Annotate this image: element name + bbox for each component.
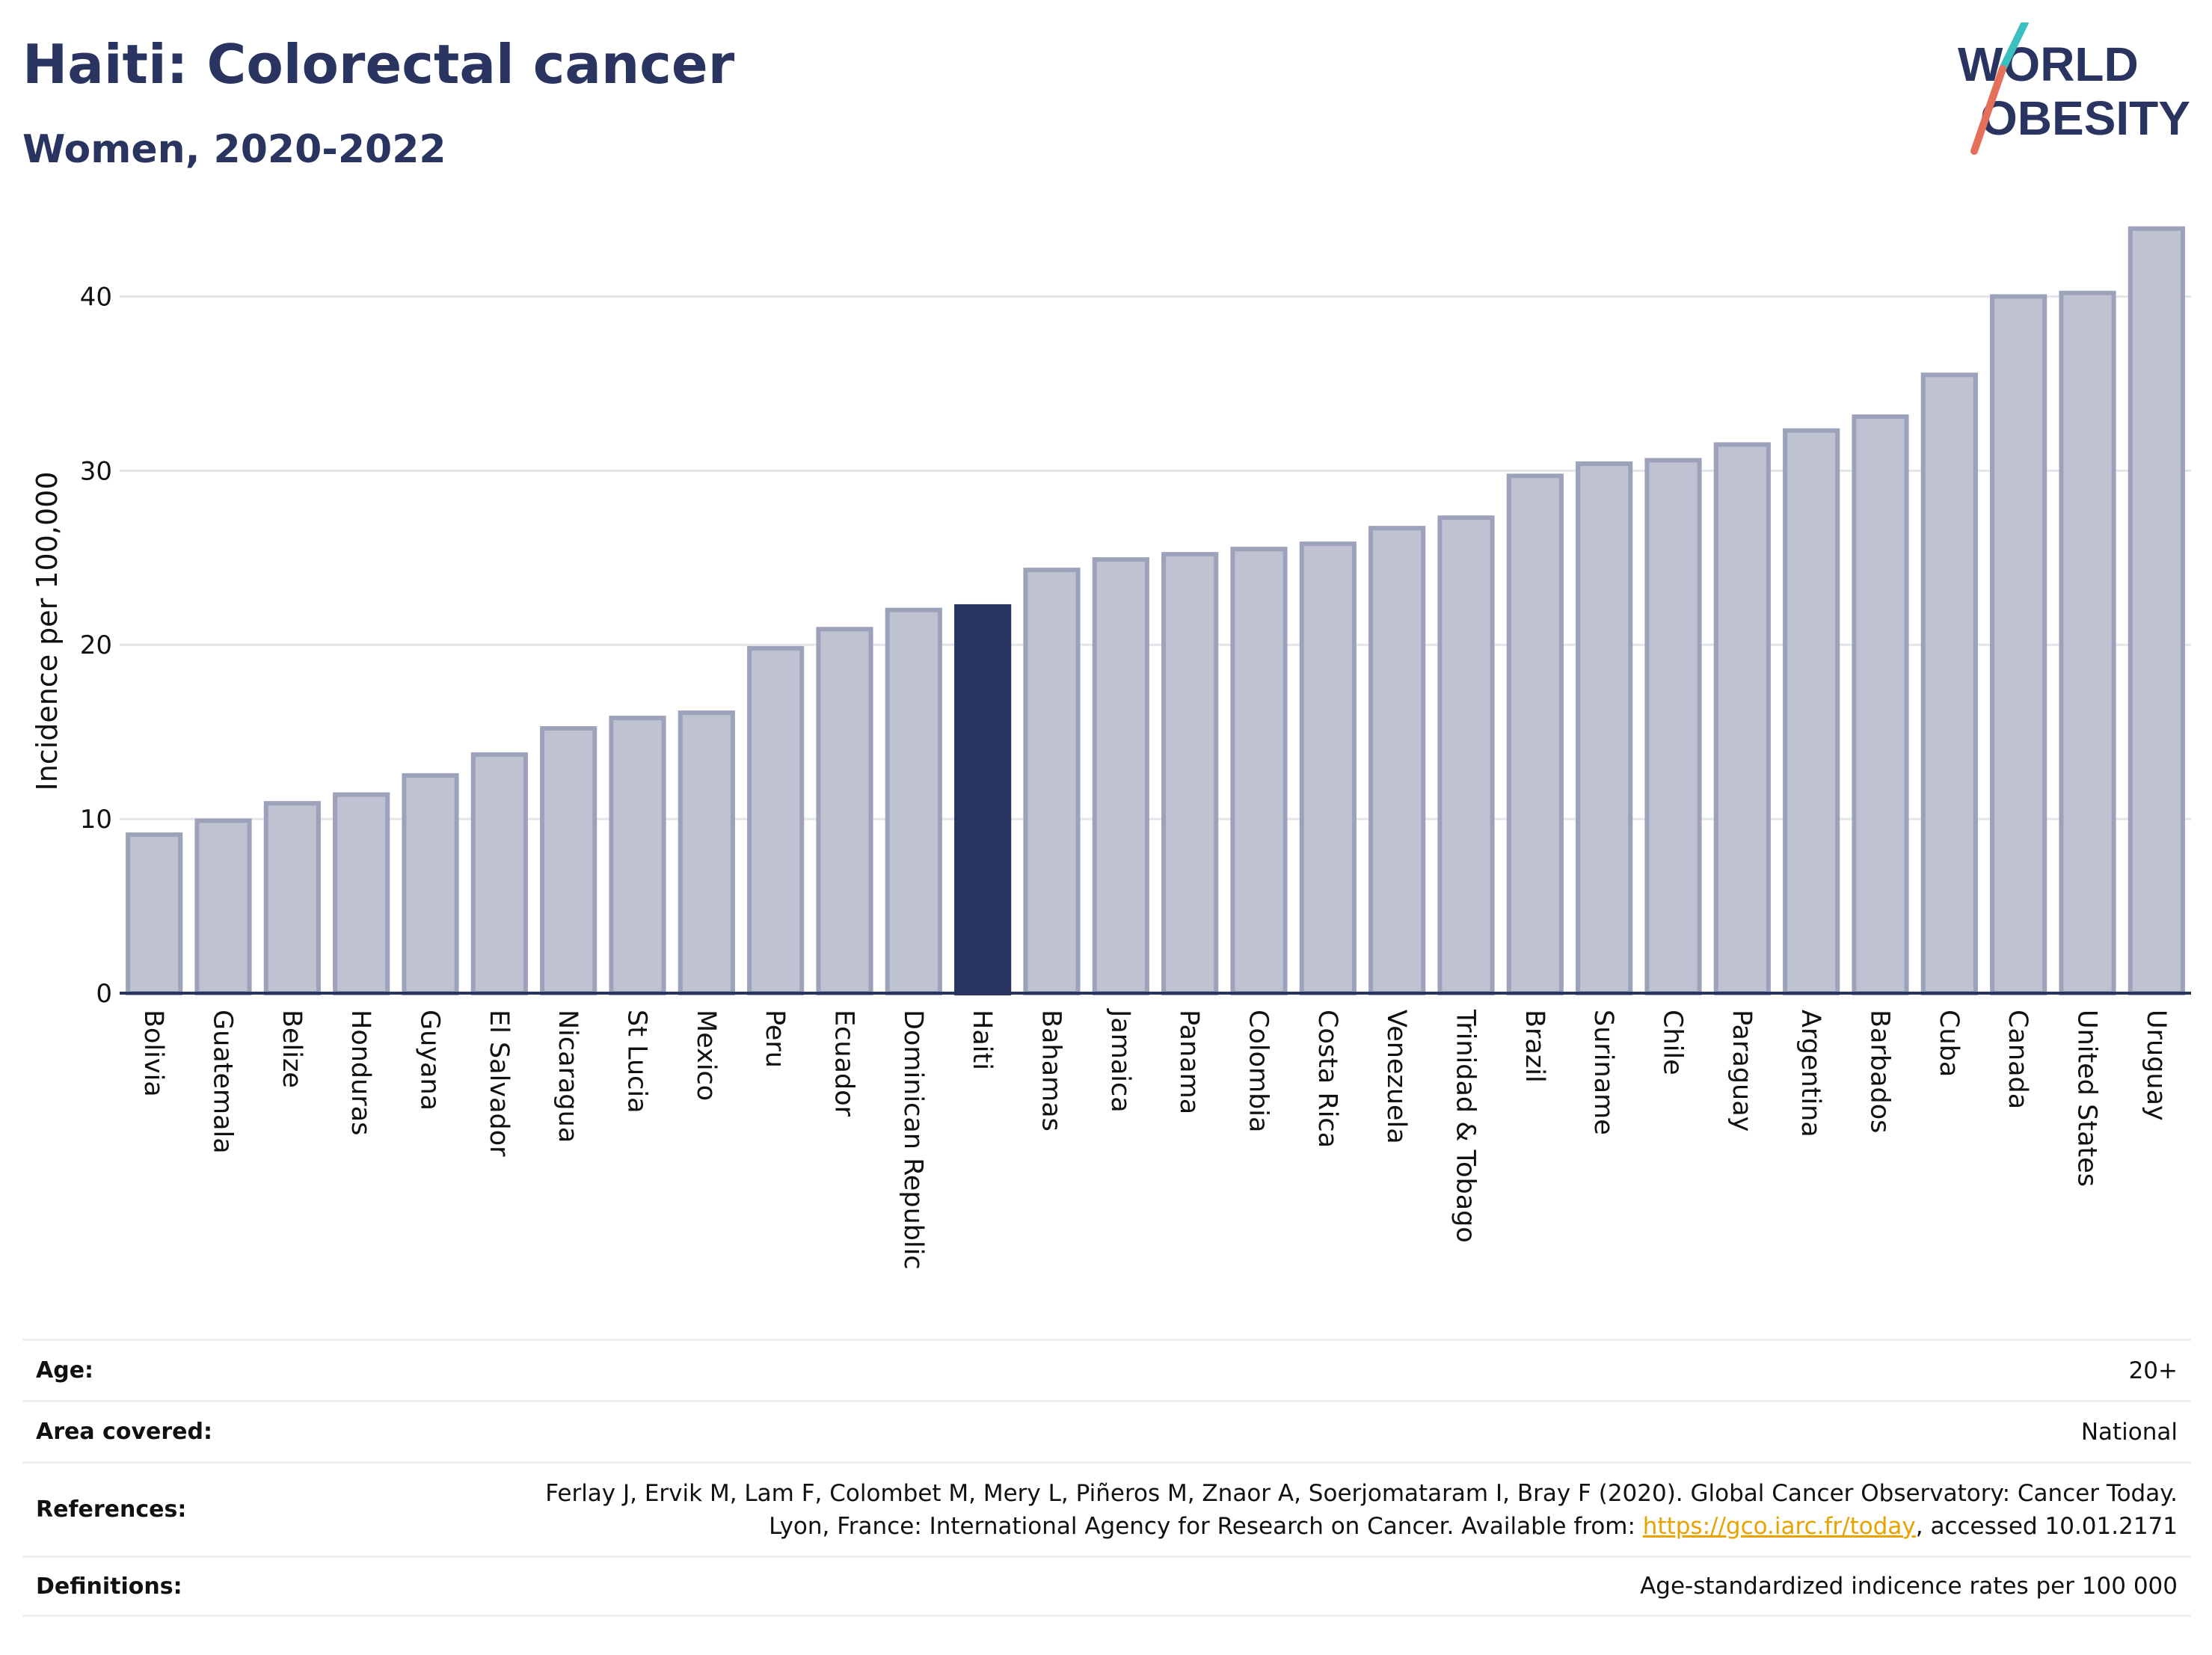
definitions-value: Age-standardized indicence rates per 100… xyxy=(1640,1573,2178,1600)
bar-colombia xyxy=(1230,547,1288,995)
x-tick-label: Belize xyxy=(277,1010,307,1088)
references-label: References: xyxy=(36,1496,187,1523)
x-tick-label: Barbados xyxy=(1865,1010,1895,1133)
logo-slash-teal xyxy=(1999,22,2029,73)
x-tick-label: Bahamas xyxy=(1036,1010,1066,1132)
bar-paraguay xyxy=(1713,442,1771,995)
bar-barbados xyxy=(1852,414,1909,995)
y-tick-label: 10 xyxy=(80,805,112,835)
bar-jamaica xyxy=(1092,557,1149,995)
bar-guyana xyxy=(402,773,459,996)
bar-uruguay xyxy=(2127,226,2185,995)
info-row-definitions: Definitions: Age-standardized indicence … xyxy=(22,1556,2191,1617)
age-label: Age: xyxy=(36,1357,94,1384)
x-tick-label: Uruguay xyxy=(2141,1010,2171,1121)
x-tick-label: Cuba xyxy=(1934,1010,1964,1077)
bar-dominican-republic xyxy=(885,607,942,995)
bar-st-lucia xyxy=(609,716,666,996)
references-text: Ferlay J, Ervik M, Lam F, Colombet M, Me… xyxy=(532,1477,2178,1543)
x-tick-label: Bolivia xyxy=(138,1010,168,1097)
definitions-label: Definitions: xyxy=(36,1573,182,1600)
info-row-age: Age: 20+ xyxy=(22,1339,2191,1400)
x-tick-label: United States xyxy=(2072,1010,2102,1187)
bar-belize xyxy=(263,801,321,996)
bar-bolivia xyxy=(126,832,183,996)
bar-haiti xyxy=(954,604,1012,995)
references-body: Ferlay J, Ervik M, Lam F, Colombet M, Me… xyxy=(545,1479,2178,1540)
x-tick-label: Guatemala xyxy=(208,1010,238,1154)
references-link[interactable]: https://gco.iarc.fr/today xyxy=(1642,1512,1916,1540)
x-tick-label: Panama xyxy=(1174,1010,1204,1114)
x-tick-label: Paraguay xyxy=(1727,1010,1757,1132)
bar-bahamas xyxy=(1023,568,1081,995)
bar-brazil xyxy=(1506,473,1564,995)
x-tick-label: Jamaica xyxy=(1105,1008,1135,1113)
x-tick-label: Canada xyxy=(2003,1010,2033,1109)
bar-argentina xyxy=(1783,428,1840,995)
bar-ecuador xyxy=(816,627,873,995)
bar-el-salvador xyxy=(470,752,528,995)
info-row-references: References: Ferlay J, Ervik M, Lam F, Co… xyxy=(22,1461,2191,1556)
bar-cuba xyxy=(1920,372,1978,995)
x-tick-label: Guyana xyxy=(415,1010,445,1111)
references-suffix: , accessed 10.01.2171 xyxy=(1915,1512,2178,1540)
x-tick-label: Brazil xyxy=(1520,1010,1549,1083)
bar-peru xyxy=(747,645,805,995)
area-label: Area covered: xyxy=(36,1419,212,1445)
bar-mexico xyxy=(678,710,735,995)
area-value: National xyxy=(2080,1418,2178,1446)
bar-venezuela xyxy=(1368,526,1426,995)
bar-chart: 0 10 20 30 40 Incidence per 100,000 Bolivia Gua… xyxy=(31,226,2191,1270)
x-tick-label: Chile xyxy=(1658,1010,1688,1075)
logo-line1: WORLD xyxy=(1958,37,2139,91)
info-table: Age: 20+ Area covered: National Referenc… xyxy=(22,1339,2191,1617)
chart-title: Haiti: Colorectal cancer xyxy=(22,33,735,96)
bar-nicaragua xyxy=(540,726,597,996)
bar-panama xyxy=(1161,552,1219,995)
info-row-area: Area covered: National xyxy=(22,1400,2191,1461)
x-tick-label: Ecuador xyxy=(829,1010,859,1117)
x-tick-label: Mexico xyxy=(691,1010,721,1101)
bar-suriname xyxy=(1576,461,1633,995)
bar-chile xyxy=(1644,458,1702,995)
logo-line2: OBESITY xyxy=(1980,91,2190,145)
bar-united-states xyxy=(2059,290,2116,995)
bar-costa-rica xyxy=(1299,541,1357,995)
bar-canada xyxy=(1990,294,2047,995)
x-tick-label: El Salvador xyxy=(484,1010,514,1157)
bar-honduras xyxy=(333,792,390,996)
logo-slash-coral xyxy=(1970,65,2006,155)
x-tick-label: Nicaragua xyxy=(553,1010,583,1143)
x-tick-label: Dominican Republic xyxy=(898,1010,928,1270)
y-tick-label: 0 xyxy=(96,979,112,1009)
bar-guatemala xyxy=(194,818,252,995)
x-tick-label: St Lucia xyxy=(622,1010,652,1114)
x-tick-label: Colombia xyxy=(1244,1010,1274,1132)
x-tick-label: Argentina xyxy=(1795,1010,1825,1137)
x-tick-label: Costa Rica xyxy=(1312,1010,1342,1148)
age-value: 20+ xyxy=(2128,1357,2178,1384)
chart-subtitle: Women, 2020-2022 xyxy=(22,127,446,172)
y-tick-label: 30 xyxy=(80,456,112,486)
bar-trinidad-tobago xyxy=(1437,515,1495,995)
world-obesity-logo: WORLD OBESITY xyxy=(1958,22,2190,155)
x-tick-label: Haiti xyxy=(967,1010,997,1070)
x-tick-label: Trinidad & Tobago xyxy=(1451,1009,1481,1243)
x-tick-label: Suriname xyxy=(1588,1010,1618,1135)
x-tick-label: Honduras xyxy=(345,1010,375,1135)
y-tick-label: 20 xyxy=(80,630,112,660)
y-axis-label: Incidence per 100,000 xyxy=(31,471,64,790)
y-tick-label: 40 xyxy=(80,282,112,312)
x-tick-label: Peru xyxy=(760,1010,790,1068)
x-tick-label: Venezuela xyxy=(1381,1010,1411,1144)
